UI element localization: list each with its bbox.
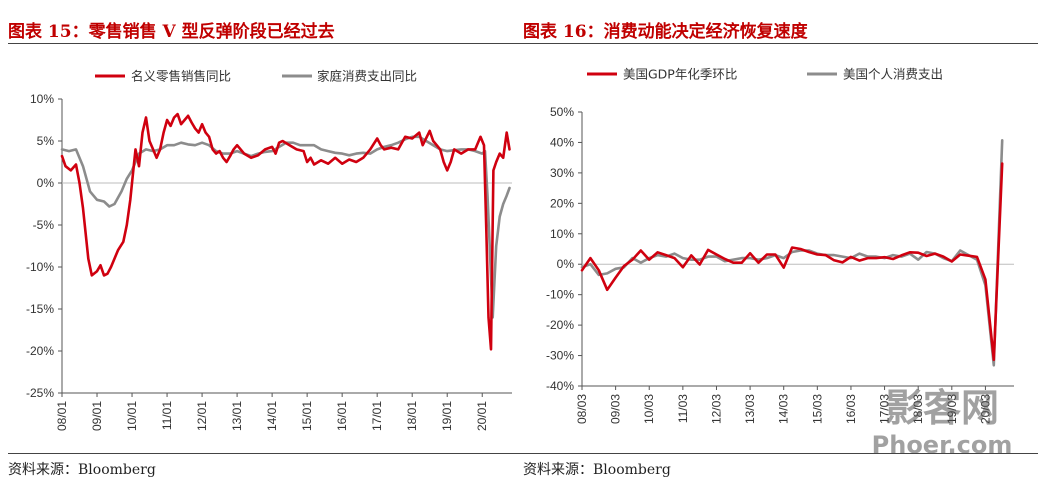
y-tick-label: 10% [550, 227, 574, 241]
y-tick-label: 5% [37, 134, 55, 148]
y-tick-label: 0% [37, 176, 55, 190]
x-tick-label: 09/01 [90, 401, 104, 431]
y-tick-label: -25% [26, 386, 54, 400]
y-tick-label: -10% [26, 260, 54, 274]
source-note: 资料来源：Bloomberg [523, 462, 671, 478]
chart-title: 图表 16：消费动能决定经济恢复速度 [523, 22, 808, 42]
series-line-1 [60, 112, 511, 351]
x-tick-label: 19/03 [945, 394, 959, 424]
title-divider [8, 43, 1038, 44]
x-tick-label: 11/01 [160, 401, 174, 430]
y-tick-label: -40% [546, 379, 574, 393]
x-tick-label: 14/01 [265, 401, 279, 431]
source-divider [8, 453, 1038, 454]
retail-sales-chart: 10% 5% 0% -5% -10% -15% -20% -25%08/01 09/01 10/0… [26, 69, 512, 431]
x-tick-label: 12/03 [709, 394, 723, 424]
y-tick-label: 20% [550, 196, 574, 210]
x-tick-label: 08/01 [55, 401, 69, 431]
x-tick-label: 15/03 [810, 394, 824, 424]
x-tick-label: 09/03 [609, 394, 623, 424]
x-tick-label: 16/03 [844, 394, 858, 424]
x-tick-label: 14/03 [777, 394, 791, 424]
y-tick-label: 10% [30, 92, 54, 106]
x-tick-label: 17/03 [878, 394, 892, 424]
x-tick-label: 20/03 [978, 394, 992, 424]
y-tick-label: 40% [550, 135, 574, 149]
x-tick-label: 08/03 [575, 394, 589, 424]
series-line-2 [580, 139, 1004, 367]
x-tick-label: 13/01 [230, 401, 244, 431]
x-tick-label: 19/01 [440, 401, 454, 431]
chart-title: 图表 15：零售销售 V 型反弹阶段已经过去 [8, 22, 335, 42]
watermark-line1: 影客网 [885, 386, 999, 430]
legend-label: 名义零售销售同比 [131, 69, 231, 84]
watermark-line2: Phoer.com [872, 431, 1013, 459]
y-tick-label: -5% [33, 218, 55, 232]
x-tick-label: 18/03 [911, 394, 925, 424]
consumption-gdp-chart: 50% 40% 30% 20% 10% 0% -10% -20% -30% -40%08/03 09… [546, 67, 1014, 424]
legend-label: 家庭消费支出同比 [317, 69, 417, 84]
y-tick-label: -20% [26, 344, 54, 358]
y-tick-label: -10% [546, 288, 574, 302]
x-tick-label: 20/01 [475, 401, 489, 431]
legend-label: 美国GDP年化季环比 [623, 67, 737, 82]
x-tick-label: 18/01 [405, 401, 419, 431]
y-tick-label: 0% [557, 257, 575, 271]
series-line-2 [60, 135, 511, 319]
x-tick-label: 17/01 [370, 401, 384, 431]
x-tick-label: 12/01 [195, 401, 209, 431]
x-tick-label: 13/03 [743, 394, 757, 424]
x-tick-label: 15/01 [300, 401, 314, 431]
y-tick-label: 50% [550, 105, 574, 119]
x-tick-label: 10/01 [125, 401, 139, 431]
series-line-1 [580, 162, 1004, 362]
source-note: 资料来源：Bloomberg [8, 462, 156, 478]
x-tick-label: 16/01 [335, 401, 349, 431]
x-tick-label: 10/03 [642, 394, 656, 424]
y-tick-label: -30% [546, 349, 574, 363]
y-tick-label: -15% [26, 302, 54, 316]
y-tick-label: -20% [546, 318, 574, 332]
y-tick-label: 30% [550, 166, 574, 180]
x-tick-label: 11/03 [676, 394, 690, 423]
legend-label: 美国个人消费支出 [843, 67, 943, 82]
watermark-logo: 影客网 Phoer.com [872, 386, 1013, 459]
